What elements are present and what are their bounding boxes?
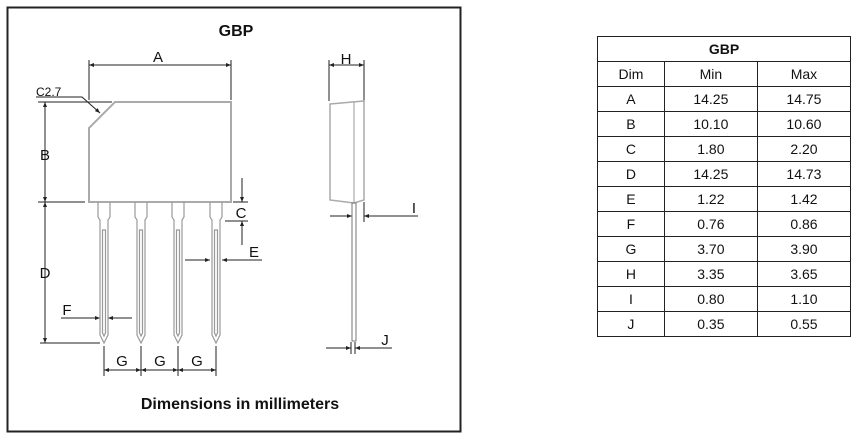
chamfer-label: C2.7: [36, 85, 62, 99]
cell-max: 1.42: [756, 186, 852, 212]
cell-dim: C: [597, 136, 665, 162]
cell-max: 14.75: [756, 86, 852, 112]
cell-min: 1.80: [663, 136, 758, 162]
cell-max: 3.90: [756, 236, 852, 262]
cell-max: 0.86: [756, 211, 852, 237]
cell-dim: H: [597, 261, 665, 287]
cell-min: 3.70: [663, 236, 758, 262]
cell-max: 3.65: [756, 261, 852, 287]
cell-min: 0.35: [663, 311, 758, 337]
lead-inner: [138, 229, 144, 338]
cell-dim: J: [597, 311, 665, 337]
table-row: B 10.10 10.60: [597, 111, 852, 137]
table-row: H 3.35 3.65: [597, 261, 852, 287]
side-lead: [351, 202, 357, 342]
dimension-lines: [36, 60, 418, 376]
cell-dim: E: [597, 186, 665, 212]
drawing-frame: [6, 6, 462, 433]
cell-dim: G: [597, 236, 665, 262]
header-dim: Dim: [597, 61, 665, 87]
dim-label-g: G: [116, 353, 128, 370]
package-body-front: [88, 101, 232, 203]
lead-inner: [175, 229, 181, 338]
cell-dim: F: [597, 211, 665, 237]
table-row: D 14.25 14.73: [597, 161, 852, 187]
dim-label-f: F: [62, 302, 71, 319]
cell-min: 0.76: [663, 211, 758, 237]
table-row: A 14.25 14.75: [597, 86, 852, 112]
dim-label-g: G: [191, 353, 203, 370]
dim-label-c: C: [236, 205, 247, 222]
dimensions-table: GBP Dim Min Max A 14.25 14.75 B 10.10 10.60 C 1…: [597, 36, 852, 337]
table-row: G 3.70 3.90: [597, 236, 852, 262]
lead: [171, 202, 185, 345]
cell-max: 0.55: [756, 311, 852, 337]
cell-min: 14.25: [663, 161, 758, 187]
header-max: Max: [756, 61, 852, 87]
dim-label-i: I: [412, 200, 416, 217]
cell-min: 3.35: [663, 261, 758, 287]
table-row: J 0.35 0.55: [597, 311, 852, 337]
drawing-title: GBP: [219, 23, 254, 40]
cell-max: 1.10: [756, 286, 852, 312]
lead: [134, 202, 148, 345]
lead: [209, 202, 223, 345]
cell-max: 10.60: [756, 111, 852, 137]
lead-inner: [213, 229, 219, 338]
lead: [97, 202, 111, 345]
table-row: I 0.80 1.10: [597, 286, 852, 312]
cell-max: 2.20: [756, 136, 852, 162]
cell-min: 10.10: [663, 111, 758, 137]
dim-label-d: D: [40, 265, 51, 282]
dim-label-b: B: [40, 147, 50, 164]
cell-dim: A: [597, 86, 665, 112]
dim-label-h: H: [341, 51, 352, 68]
cell-min: 14.25: [663, 86, 758, 112]
table-row: E 1.22 1.42: [597, 186, 852, 212]
cell-dim: I: [597, 286, 665, 312]
leads: [97, 202, 223, 345]
table-row: F 0.76 0.86: [597, 211, 852, 237]
package-body-side: [329, 100, 365, 204]
dim-label-a: A: [153, 49, 163, 66]
dim-label-j: J: [381, 332, 389, 349]
cell-min: 0.80: [663, 286, 758, 312]
cell-min: 1.22: [663, 186, 758, 212]
header-min: Min: [663, 61, 758, 87]
lead-inner: [101, 229, 107, 338]
cell-dim: D: [597, 161, 665, 187]
table-row: C 1.80 2.20: [597, 136, 852, 162]
cell-dim: B: [597, 111, 665, 137]
dim-label-e: E: [249, 244, 259, 261]
dim-label-g: G: [154, 353, 166, 370]
cell-max: 14.73: [756, 161, 852, 187]
table-title: GBP: [597, 36, 851, 62]
caption: Dimensions in millimeters: [141, 396, 339, 413]
